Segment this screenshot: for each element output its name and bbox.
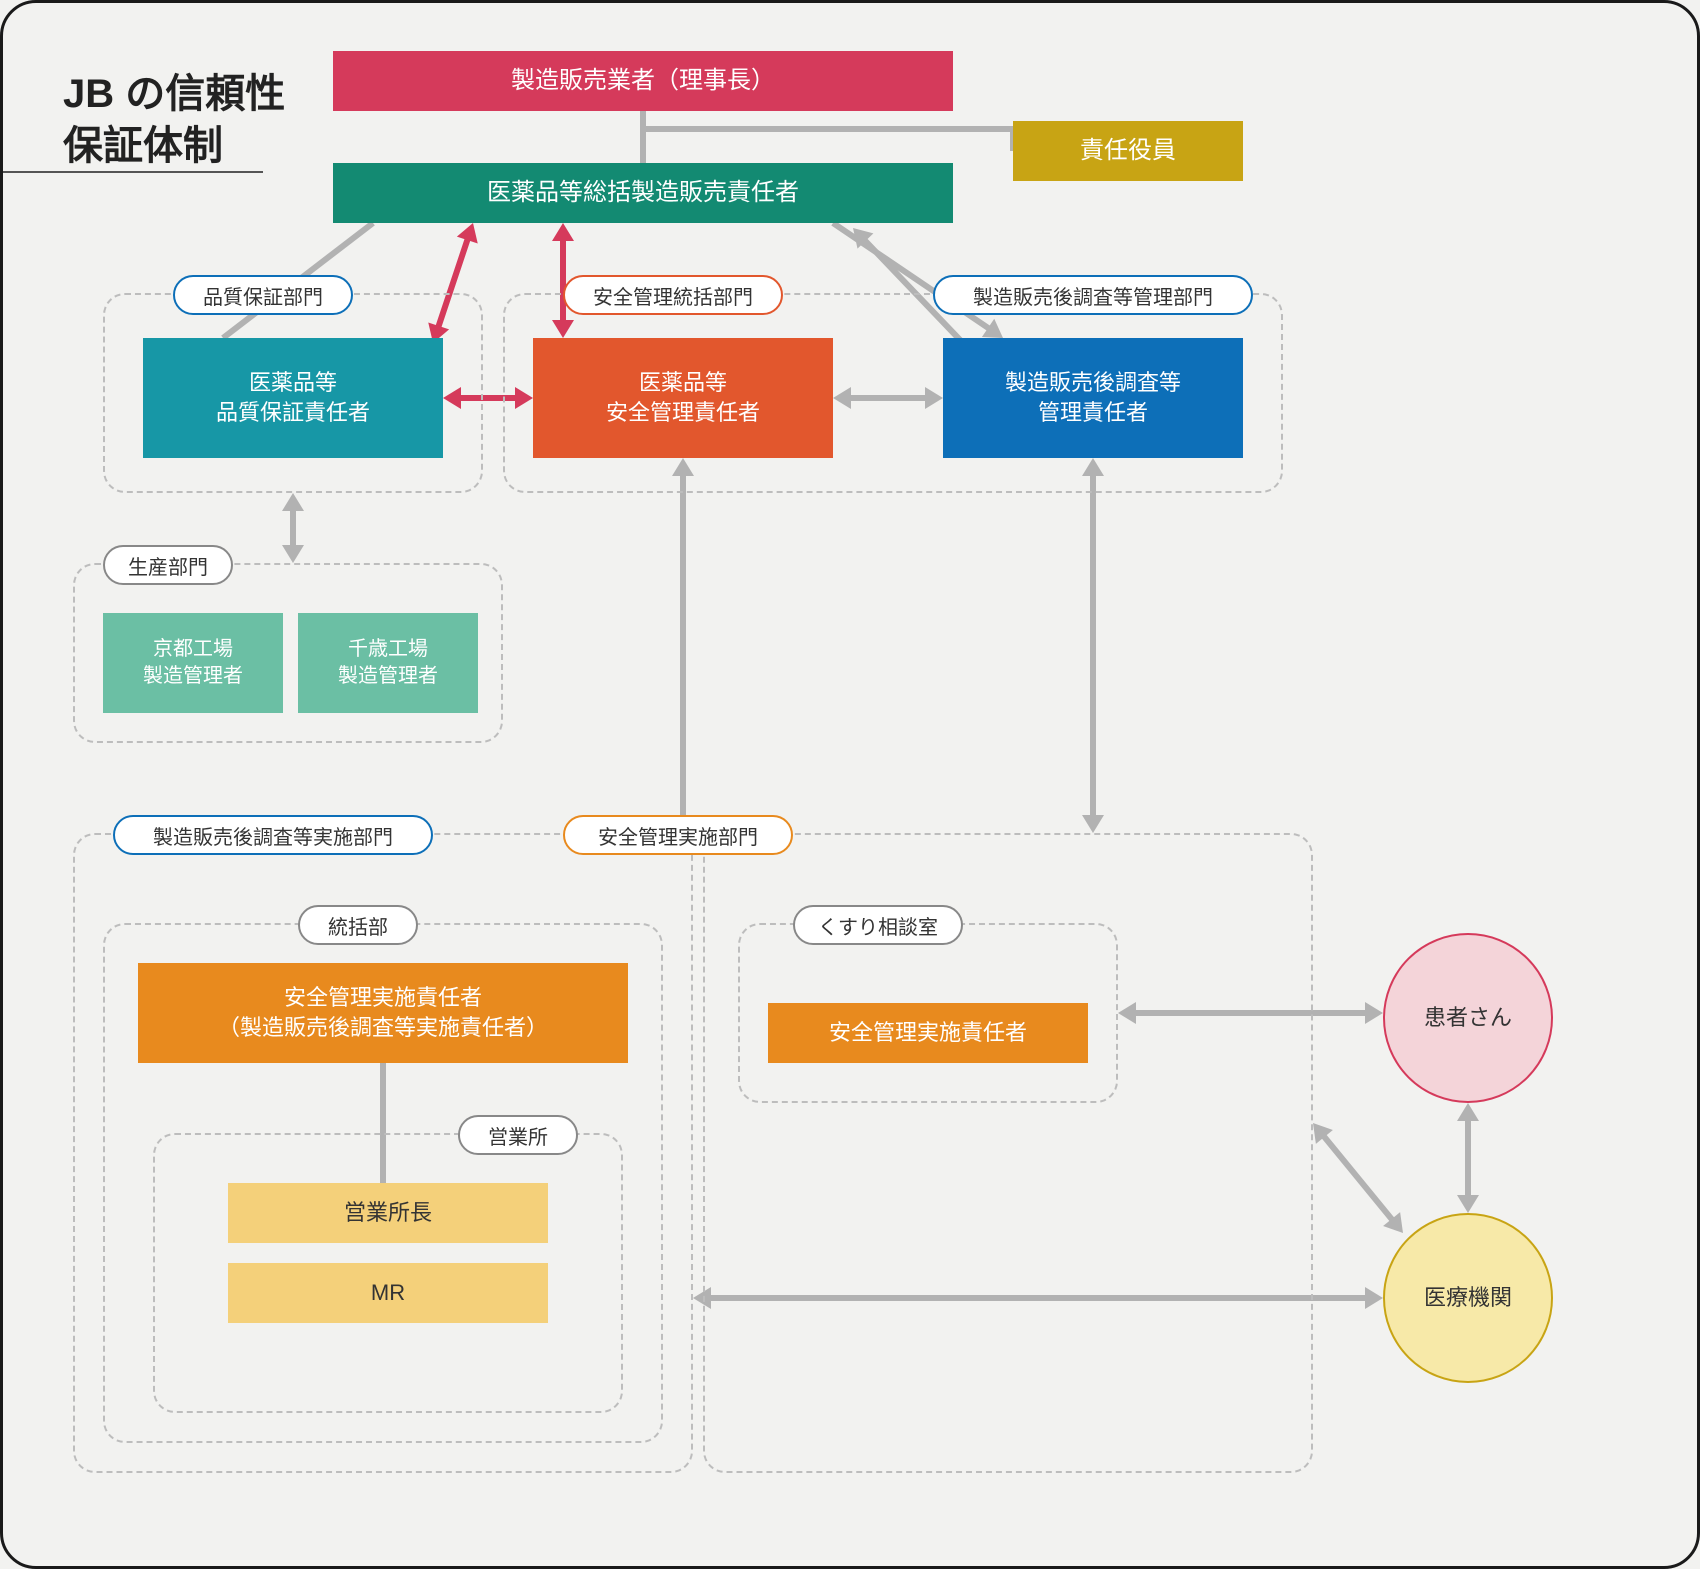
node-n_tanger2: 安全管理実施責任者 xyxy=(768,1003,1088,1063)
pill-p_safeimpl: 安全管理実施部門 xyxy=(563,815,793,855)
node-n_quality: 医薬品等品質保証責任者 xyxy=(143,338,443,458)
diagram-title-line2: 保証体制 xyxy=(63,113,223,171)
node-n_safety: 医薬品等安全管理責任者 xyxy=(533,338,833,458)
pill-p_pm: 製造販売後調査等管理部門 xyxy=(933,275,1253,315)
node-n_officer: 責任役員 xyxy=(1013,121,1243,181)
node-n_kyoto: 京都工場製造管理者 xyxy=(103,613,283,713)
diagram-title-line1: JB の信頼性 xyxy=(63,61,285,119)
pill-p_pmimpl: 製造販売後調査等実施部門 xyxy=(113,815,433,855)
diagram-stage: JB の信頼性 保証体制 品質保証部門 安全管理統括部門 製造販売後調査等管理部門生… xyxy=(0,0,1700,1569)
pill-p_quality: 品質保証部門 xyxy=(173,275,353,315)
node-n_tanger1: 安全管理実施責任者（製造販売後調査等実施責任者） xyxy=(138,963,628,1063)
pill-p_safety: 安全管理統括部門 xyxy=(563,275,783,315)
node-n_pm: 製造販売後調査等管理責任者 xyxy=(943,338,1243,458)
node-c_patient: 患者さん xyxy=(1383,933,1553,1103)
node-n_owner: 営業所長 xyxy=(228,1183,548,1243)
pill-p_kusuri: くすり相談室 xyxy=(793,905,963,945)
node-n_top: 製造販売業者（理事長） xyxy=(333,51,953,111)
node-n_mr: MR xyxy=(228,1263,548,1323)
pill-p_eigyo: 営業所 xyxy=(458,1115,578,1155)
diagram-title-underline xyxy=(3,171,263,173)
node-n_soukatsu: 医薬品等総括製造販売責任者 xyxy=(333,163,953,223)
pill-p_tokatsu: 統括部 xyxy=(298,905,418,945)
node-c_hosp: 医療機関 xyxy=(1383,1213,1553,1383)
pill-p_prod: 生産部門 xyxy=(103,545,233,585)
node-n_chitose: 千歳工場製造管理者 xyxy=(298,613,478,713)
